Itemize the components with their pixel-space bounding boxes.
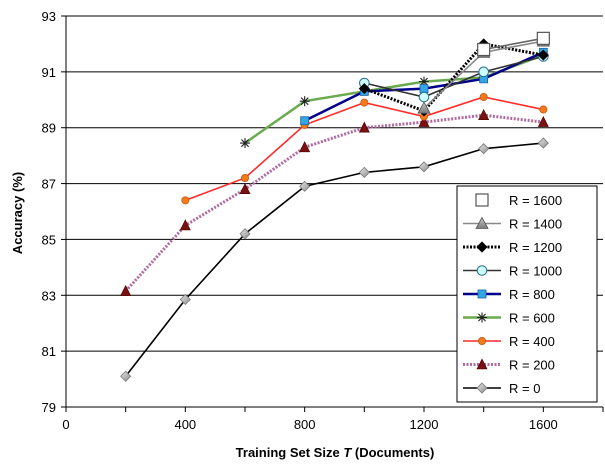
data-point xyxy=(537,137,549,149)
legend-item-r-400: R = 400 xyxy=(463,334,555,349)
x-tick-label: 400 xyxy=(174,417,196,432)
data-point xyxy=(537,49,549,61)
x-tick-label: 800 xyxy=(294,417,316,432)
y-tick-label: 85 xyxy=(42,232,56,247)
x-axis-title-suffix: (Documents) xyxy=(351,445,434,460)
series-line xyxy=(364,55,544,98)
grid xyxy=(66,15,603,352)
data-point xyxy=(300,116,310,126)
series-line xyxy=(483,37,544,51)
x-axis-title-prefix: Training Set Size xyxy=(236,445,344,460)
data-point xyxy=(120,370,132,382)
x-axis-title-variable: T xyxy=(343,445,352,460)
legend-label: R = 1400 xyxy=(509,217,562,232)
x-tick-label: 0 xyxy=(62,417,69,432)
x-tick-label: 1200 xyxy=(410,417,439,432)
data-point xyxy=(299,141,311,153)
series-line xyxy=(125,142,544,377)
data-point xyxy=(477,42,491,57)
data-point xyxy=(478,143,490,155)
legend-marker xyxy=(476,358,488,370)
y-tick-label: 93 xyxy=(42,9,56,24)
legend-label: R = 600 xyxy=(509,311,555,326)
legend-item-r-1200: R = 1200 xyxy=(463,240,562,255)
x-tick-label: 1600 xyxy=(529,417,558,432)
legend-item-r-600: R = 600 xyxy=(463,311,555,326)
legend-label: R = 800 xyxy=(509,287,555,302)
axes: 79 81 83 85 87 89 91 93 0 400 800 1200 1600 xyxy=(42,9,604,432)
y-tick-label: 91 xyxy=(42,65,56,80)
data-point xyxy=(358,83,370,95)
data-point xyxy=(537,115,549,127)
data-point xyxy=(358,166,370,178)
series-r-0 xyxy=(120,137,549,382)
legend-item-r-1600: R = 1600 xyxy=(475,193,562,208)
y-tick-label: 83 xyxy=(42,288,56,303)
legend-marker xyxy=(477,289,487,299)
legend-item-r-1000: R = 1000 xyxy=(463,264,562,279)
data-point xyxy=(179,219,191,231)
data-point xyxy=(299,180,311,192)
legend-label: R = 400 xyxy=(509,334,555,349)
data-point xyxy=(179,293,191,306)
legend-marker xyxy=(476,265,488,276)
data-point xyxy=(418,115,430,127)
legend-marker xyxy=(476,382,488,394)
data-point xyxy=(478,108,490,120)
legend-label: R = 1000 xyxy=(509,264,562,279)
y-tick-label: 81 xyxy=(42,344,56,359)
data-point xyxy=(478,66,489,78)
legend-marker xyxy=(475,216,489,229)
legend-item-r-200: R = 200 xyxy=(463,358,555,373)
legend-marker xyxy=(477,336,486,345)
data-point xyxy=(418,161,430,173)
data-point xyxy=(417,101,431,114)
legend-label: R = 1200 xyxy=(509,240,562,255)
x-axis-title: Training Set Size T (Documents) xyxy=(236,445,435,460)
data-point xyxy=(239,228,251,240)
legend-item-r-800: R = 800 xyxy=(463,287,555,302)
data-point xyxy=(360,98,369,107)
legend-item-r-1400: R = 1400 xyxy=(463,217,562,232)
data-point xyxy=(419,84,429,94)
data-point xyxy=(240,138,250,149)
y-axis-title: Accuracy (%) xyxy=(10,172,25,254)
data-point xyxy=(536,31,550,45)
legend-marker xyxy=(477,312,487,323)
data-point xyxy=(418,91,430,103)
data-point xyxy=(240,173,249,182)
data-point xyxy=(181,196,190,205)
data-point xyxy=(479,92,488,101)
data-point xyxy=(539,105,548,114)
y-tick-label: 79 xyxy=(42,400,56,415)
series-r-1600 xyxy=(477,31,550,57)
legend-label: R = 1600 xyxy=(509,193,562,208)
series-r-200 xyxy=(120,108,549,296)
legend-label: R = 200 xyxy=(509,358,555,373)
data-point xyxy=(358,121,370,133)
data-point xyxy=(239,182,251,194)
series-line xyxy=(363,42,544,113)
legend: R = 1600 R = 1400 R = 1200 R = 1000 R = 800 R… xyxy=(456,185,598,403)
series-line xyxy=(124,113,544,293)
data-point xyxy=(299,96,310,107)
y-tick-label: 89 xyxy=(42,121,56,136)
legend-label: R = 0 xyxy=(509,381,540,396)
legend-marker xyxy=(476,241,488,253)
data-point xyxy=(120,284,132,296)
y-tick-label: 87 xyxy=(42,177,56,192)
legend-marker xyxy=(475,193,489,207)
legend-item-r-0: R = 0 xyxy=(463,381,540,396)
series-group xyxy=(120,31,551,382)
